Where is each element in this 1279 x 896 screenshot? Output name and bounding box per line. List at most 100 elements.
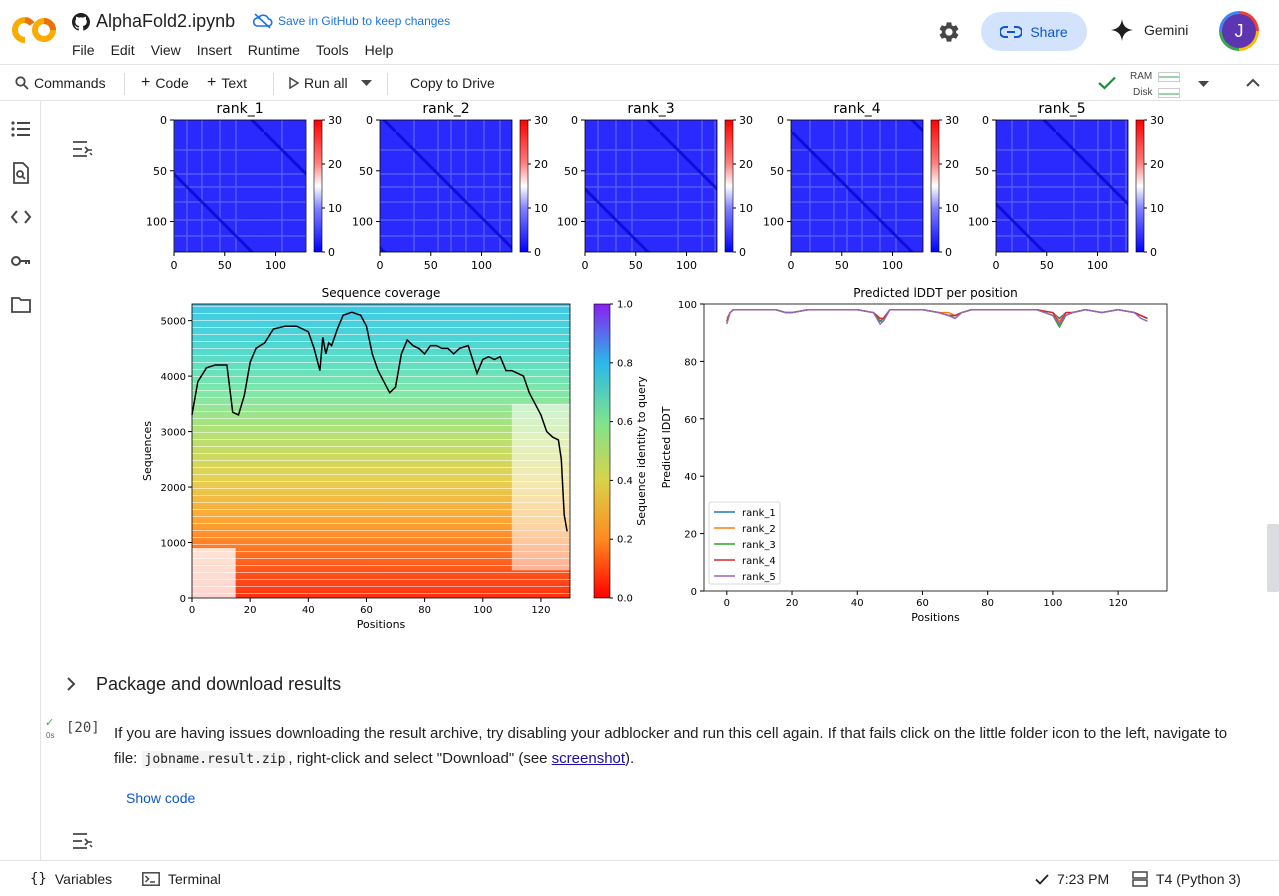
coverage-rows bbox=[192, 304, 570, 598]
screenshot-link[interactable]: screenshot bbox=[551, 750, 626, 767]
code-label: Code bbox=[155, 75, 189, 91]
code-snippets-icon[interactable] bbox=[10, 206, 32, 228]
plddt-legend-label-rank_4: rank_4 bbox=[742, 556, 776, 567]
pae-cbar-label: 30 bbox=[328, 114, 342, 127]
gemini-button[interactable]: Gemini bbox=[1110, 18, 1188, 42]
plddt-ytick-label: 60 bbox=[684, 415, 697, 426]
plddt-frame bbox=[703, 303, 1168, 592]
save-in-github-notice[interactable]: Save in GitHub to keep changes bbox=[253, 13, 450, 29]
notebook-title[interactable]: AlphaFold2.ipynb bbox=[96, 11, 236, 31]
pae-title-4: rank_4 bbox=[833, 101, 880, 117]
menu-file[interactable]: File bbox=[72, 42, 95, 58]
pae-ytick-label: 50 bbox=[770, 165, 784, 178]
pae-title-5: rank_5 bbox=[1038, 101, 1085, 117]
chevron-up-icon[interactable] bbox=[1246, 78, 1260, 87]
coverage-gap bbox=[192, 548, 236, 598]
output-collapse-icon[interactable] bbox=[72, 832, 94, 852]
pae-colorbar bbox=[724, 119, 734, 253]
pae-cbar-label: 30 bbox=[534, 114, 548, 127]
menu-help[interactable]: Help bbox=[364, 42, 394, 58]
pae-xtick-label: 50 bbox=[218, 259, 232, 272]
pae-xtick-label: 100 bbox=[471, 259, 492, 272]
pae-cbar-label: 10 bbox=[945, 202, 959, 215]
menu-runtime[interactable]: Runtime bbox=[247, 42, 300, 58]
share-button[interactable]: Share bbox=[981, 12, 1087, 51]
pae-xtick-label: 50 bbox=[835, 259, 849, 272]
search-icon bbox=[15, 76, 29, 90]
pae-ytick-label: 50 bbox=[153, 165, 167, 178]
show-code-link[interactable]: Show code bbox=[126, 790, 196, 806]
add-code-button[interactable]: + Code bbox=[141, 75, 189, 92]
menu-view[interactable]: View bbox=[150, 42, 181, 58]
plddt-title: Predicted lDDT per position bbox=[853, 286, 1017, 300]
colab-logo[interactable] bbox=[12, 14, 58, 46]
commands-button[interactable]: Commands bbox=[15, 75, 106, 91]
time-label: 7:23 PM bbox=[1057, 871, 1110, 887]
pae-ytick-label: 0 bbox=[366, 114, 373, 127]
avatar-letter: J bbox=[1222, 14, 1256, 48]
menu-edit[interactable]: Edit bbox=[110, 42, 135, 58]
menu-insert[interactable]: Insert bbox=[196, 42, 232, 58]
coverage-ytick-label: 2000 bbox=[161, 483, 186, 494]
plddt-xtick-label: 100 bbox=[1043, 598, 1062, 609]
cell-text-part3: ). bbox=[625, 750, 635, 767]
plddt-xtick-label: 80 bbox=[981, 598, 994, 609]
plddt-ytick-label: 80 bbox=[684, 357, 697, 368]
avatar[interactable]: J bbox=[1219, 11, 1259, 51]
pae-colorbar bbox=[313, 119, 323, 253]
pae-cbar-label: 30 bbox=[945, 114, 959, 127]
resource-monitor[interactable]: RAM Disk bbox=[1130, 69, 1181, 101]
key-icon[interactable] bbox=[10, 250, 32, 272]
pae-cbar-label: 20 bbox=[1150, 158, 1164, 171]
run-all-button[interactable]: Run all bbox=[289, 75, 348, 91]
pae-cbar-label: 10 bbox=[534, 202, 548, 215]
coverage-ylabel: Sequences bbox=[141, 421, 154, 481]
coverage-colorbar bbox=[593, 303, 611, 599]
chevron-down-icon[interactable] bbox=[361, 80, 372, 87]
find-replace-icon[interactable] bbox=[10, 162, 32, 184]
pae-ytick-label: 50 bbox=[359, 165, 373, 178]
save-in-github-label[interactable]: Save in GitHub to keep changes bbox=[278, 14, 451, 28]
pae-title-2: rank_2 bbox=[422, 101, 469, 117]
table-of-contents-icon[interactable] bbox=[10, 118, 32, 140]
copy-to-drive-label: Copy to Drive bbox=[410, 75, 495, 91]
chevron-right-icon[interactable] bbox=[64, 677, 78, 691]
pae-ytick-label: 0 bbox=[982, 114, 989, 127]
output-collapse-icon[interactable] bbox=[72, 140, 94, 160]
menu-tools[interactable]: Tools bbox=[315, 42, 349, 58]
plddt-xtick-label: 0 bbox=[724, 598, 730, 609]
toolbar-divider bbox=[273, 73, 274, 95]
inline-code: jobname.result.zip bbox=[141, 751, 289, 768]
pae-ytick-label: 100 bbox=[352, 216, 373, 229]
pae-cbar-label: 0 bbox=[945, 246, 952, 259]
pae-heatmap-5 bbox=[996, 120, 1128, 252]
add-text-button[interactable]: + Text bbox=[207, 75, 247, 92]
chevron-down-icon[interactable] bbox=[1198, 81, 1209, 88]
plddt-legend-label-rank_2: rank_2 bbox=[742, 524, 776, 535]
pae-ytick-label: 100 bbox=[968, 216, 989, 229]
section-title[interactable]: Package and download results bbox=[96, 674, 342, 694]
coverage-xtick-label: 120 bbox=[531, 605, 550, 616]
plddt-legend-label-rank_5: rank_5 bbox=[742, 572, 776, 583]
variables-button[interactable]: {} Variables bbox=[30, 871, 112, 887]
terminal-button[interactable]: Terminal bbox=[142, 871, 221, 887]
check-icon bbox=[1035, 873, 1049, 885]
gear-icon[interactable] bbox=[937, 20, 961, 44]
disk-label: Disk bbox=[1133, 87, 1153, 98]
terminal-icon bbox=[142, 872, 160, 886]
run-all-label: Run all bbox=[304, 75, 348, 91]
folder-icon[interactable] bbox=[10, 294, 32, 316]
plddt-xtick-label: 20 bbox=[786, 598, 799, 609]
coverage-ytick-label: 3000 bbox=[161, 428, 186, 439]
pae-cbar-label: 0 bbox=[534, 246, 541, 259]
pae-xtick-label: 50 bbox=[629, 259, 643, 272]
copy-to-drive-button[interactable]: Copy to Drive bbox=[410, 75, 495, 91]
scrollbar-thumb[interactable] bbox=[1267, 524, 1279, 592]
terminal-label: Terminal bbox=[168, 871, 221, 887]
pae-xtick-label: 0 bbox=[582, 259, 589, 272]
pae-cbar-label: 20 bbox=[739, 158, 753, 171]
runtime-button[interactable]: T4 (Python 3) bbox=[1132, 871, 1241, 887]
execution-status[interactable]: 7:23 PM bbox=[1035, 871, 1109, 887]
execution-count[interactable]: [20] bbox=[66, 720, 100, 736]
